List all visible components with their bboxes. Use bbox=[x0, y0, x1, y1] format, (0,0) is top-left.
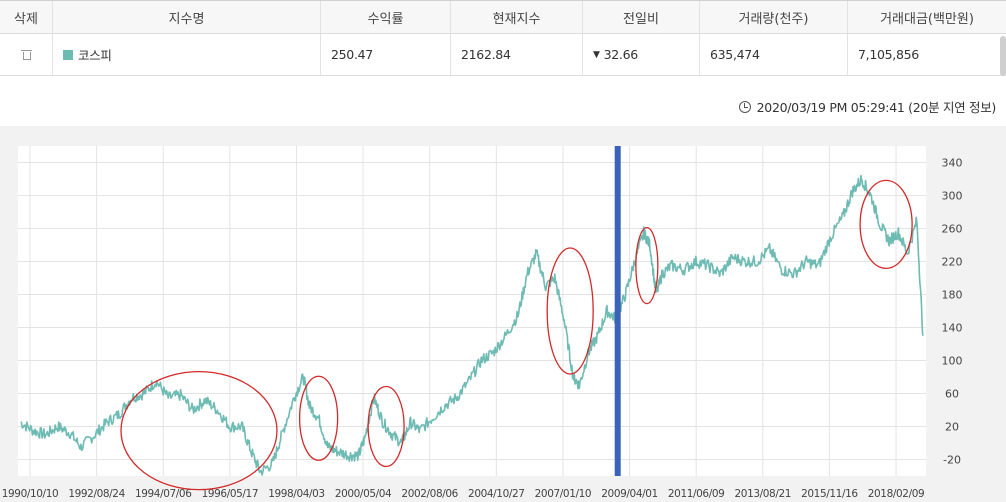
x-tick-label: 1994/07/06 bbox=[135, 488, 192, 500]
y-axis: 340 300 260 220 180 140 100 60 20 -20 bbox=[942, 157, 963, 467]
x-tick-label: 2004/10/27 bbox=[468, 488, 525, 500]
y-tick-label: 140 bbox=[942, 322, 963, 335]
x-tick-label: 2015/11/16 bbox=[801, 488, 858, 500]
clock-icon bbox=[738, 100, 751, 113]
vertical-marker-line bbox=[614, 146, 621, 476]
grid-lines bbox=[18, 146, 926, 476]
x-tick-label: 2009/04/01 bbox=[601, 488, 658, 500]
x-tick-label: 2002/08/06 bbox=[401, 488, 458, 500]
header-volume[interactable]: 거래량(천주) bbox=[699, 1, 847, 33]
y-tick-label: 300 bbox=[942, 190, 963, 203]
y-tick-label: 340 bbox=[942, 157, 963, 170]
highlight-circle bbox=[120, 370, 278, 491]
trash-icon bbox=[20, 49, 32, 60]
series-color-swatch bbox=[63, 49, 73, 60]
x-axis: 1990/10/10 1992/08/24 1994/07/06 1996/05/17… bbox=[2, 488, 925, 500]
header-change[interactable]: 전일비 bbox=[582, 1, 699, 33]
highlight-circle bbox=[546, 247, 594, 375]
table-header: 삭제 지수명 수익률 현재지수 전일비 거래량(천주) 거래대금(백만원) bbox=[0, 0, 1006, 34]
plot-area bbox=[18, 146, 926, 476]
timestamp-text: 2020/03/19 PM 05:29:41 (20분 지연 정보) bbox=[756, 100, 997, 115]
x-tick-label: 2013/08/21 bbox=[735, 488, 792, 500]
index-name-cell: 코스피 bbox=[52, 34, 320, 75]
trade-value-cell: 7,105,856 bbox=[847, 34, 1006, 75]
y-tick-label: 220 bbox=[942, 256, 963, 269]
x-tick-label: 2000/05/04 bbox=[335, 488, 392, 500]
scrollbar-thumb[interactable] bbox=[1000, 36, 1006, 76]
x-tick-label: 1992/08/24 bbox=[68, 488, 125, 500]
x-tick-label: 2011/06/09 bbox=[668, 488, 725, 500]
change-cell: ▼ 32.66 bbox=[582, 34, 699, 75]
y-tick-label: 60 bbox=[945, 388, 959, 401]
current-index-cell: 2162.84 bbox=[450, 34, 582, 75]
volume-cell: 635,474 bbox=[699, 34, 847, 75]
table-row: 코스피 250.47 2162.84 ▼ 32.66 635,474 7,105… bbox=[0, 34, 1006, 76]
header-index-name[interactable]: 지수명 bbox=[52, 1, 320, 33]
index-name: 코스피 bbox=[78, 48, 112, 63]
annotation-circles bbox=[120, 179, 913, 491]
highlight-circle bbox=[298, 375, 339, 461]
delete-button[interactable] bbox=[0, 34, 52, 75]
header-delete: 삭제 bbox=[14, 11, 38, 27]
highlight-circle bbox=[635, 226, 659, 305]
x-tick-label: 1996/05/17 bbox=[202, 488, 259, 500]
y-tick-label: 100 bbox=[942, 355, 963, 368]
header-return-rate[interactable]: 수익률 bbox=[320, 1, 450, 33]
down-arrow-icon: ▼ bbox=[593, 49, 600, 60]
series-line-kospi bbox=[20, 174, 924, 476]
timestamp-info: 2020/03/19 PM 05:29:41 (20분 지연 정보) bbox=[738, 97, 997, 116]
y-tick-label: 180 bbox=[942, 289, 963, 302]
x-tick-label: 2018/02/09 bbox=[868, 488, 925, 500]
return-rate-cell: 250.47 bbox=[320, 34, 450, 75]
x-tick-label: 1990/10/10 bbox=[2, 488, 59, 500]
header-trade-value[interactable]: 거래대금(백만원) bbox=[847, 1, 1006, 33]
y-tick-label: -20 bbox=[943, 454, 961, 467]
highlight-circle bbox=[859, 179, 913, 270]
header-current-index[interactable]: 현재지수 bbox=[450, 1, 582, 33]
change-value: 32.66 bbox=[603, 47, 639, 62]
y-tick-label: 260 bbox=[942, 223, 963, 236]
x-tick-label: 1998/04/03 bbox=[268, 488, 325, 500]
highlight-circle bbox=[367, 385, 405, 468]
x-tick-label: 2007/01/10 bbox=[535, 488, 592, 500]
y-tick-label: 20 bbox=[945, 421, 959, 434]
